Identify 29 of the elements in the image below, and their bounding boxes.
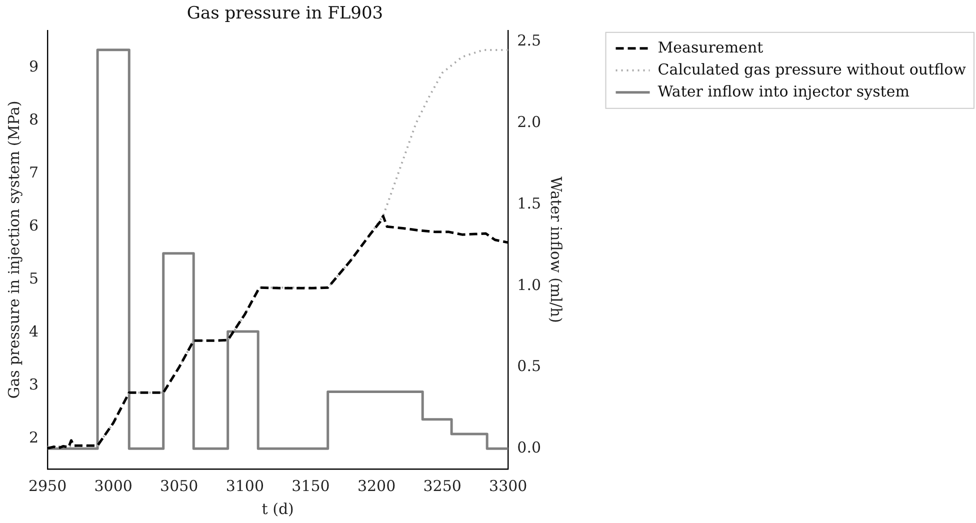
x-tick-label: 3000 [94,476,132,495]
legend-label: Measurement [658,38,764,56]
x-tick-label: 3150 [292,476,330,495]
x-tick-label: 3200 [357,476,396,495]
legend-label: Water inflow into injector system [658,82,910,100]
y-axis-title: Gas pressure in injection system (MPa) [4,100,23,399]
y-tick-label: 5 [28,270,39,288]
y2-tick-label: 0.0 [517,438,542,457]
y2-tick-label: 2.5 [517,32,542,50]
x-axis-title: t (d) [262,500,294,518]
y-tick-label: 4 [28,322,39,341]
y-tick-label: 3 [28,376,39,394]
y2-tick-label: 0.5 [517,357,542,376]
x-tick-label: 2950 [28,476,67,495]
y2-tick-label: 1.5 [517,194,542,212]
y2-axis-title: Water inflow (ml/h) [547,176,566,323]
y-tick-label: 9 [28,57,39,76]
x-tick-label: 3050 [160,476,198,495]
y-tick-label: 2 [28,428,39,447]
y2-tick-label: 2.0 [517,113,542,132]
y-tick-label: 7 [28,163,39,182]
y2-tick-label: 1.0 [517,276,542,294]
chart-title: Gas pressure in FL903 [186,4,384,24]
x-tick-label: 3300 [489,476,528,495]
x-tick-label: 3100 [226,476,264,495]
legend-label: Calculated gas pressure without outflow [658,60,966,78]
y-tick-label: 8 [28,110,39,128]
y-tick-label: 6 [28,216,39,235]
x-tick-label: 3250 [423,476,462,495]
